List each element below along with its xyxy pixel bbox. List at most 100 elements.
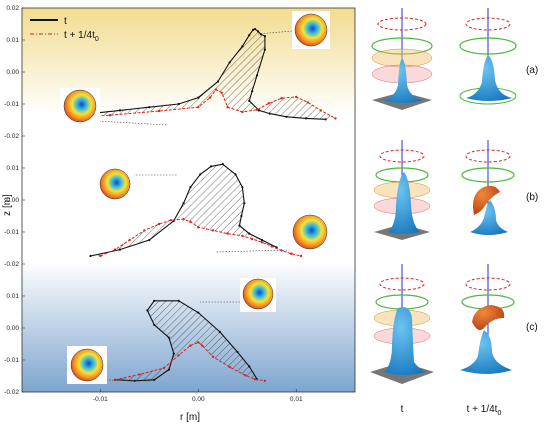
data-point-t [238,224,241,227]
data-point-t [167,336,171,339]
data-point-t-quarter [267,102,271,105]
legend-label-t-quarter-main: t + 1/4t [64,30,95,41]
data-point-t-quarter [290,252,293,255]
data-point-t [240,214,243,218]
data-point-t-quarter [138,373,141,376]
data-point-t-quarter [169,218,173,222]
data-point-t [304,117,308,120]
y-axis-label: z [m] [2,194,13,216]
data-point-t-quarter [189,220,192,223]
data-point-t [133,379,136,382]
render-tq-a-green-ring [459,37,517,55]
data-point-t-quarter [189,344,192,347]
data-point-t [241,45,244,48]
data-point-t-quarter [280,97,283,100]
render-t-c-red-ring [379,277,425,291]
inset-disc-c-bottom [70,348,104,382]
inset-disc-b-top [99,168,131,200]
data-point-t [118,248,122,251]
y-tick-label: 0.00 [6,325,19,332]
hatched-region-a [61,29,336,120]
data-point-t [285,115,288,118]
data-point-t [236,350,239,354]
data-point-t-quarter [197,106,200,109]
legend-label-t-quarter: t + 1/4t0 [64,30,99,43]
render-t-c [370,264,434,384]
data-point-t [254,28,257,31]
data-point-t [248,365,251,368]
y-tick-label: 0.01 [6,165,19,172]
x-tick-label: -0.01 [93,396,108,403]
render-t-a-red-ring [377,17,427,31]
inset-leader-c-bottom [105,379,151,382]
data-point-t [118,109,122,112]
data-point-t-quarter [319,109,322,112]
data-point-t-quarter [226,232,229,235]
x-axis-label: r [m] [180,412,200,423]
y-tick-label: -0.01 [4,357,19,364]
data-point-t-quarter [157,222,161,226]
data-point-t-quarter [228,365,231,369]
inset-disc-c-top [242,278,274,310]
render-tq-c-vortex [460,330,512,374]
data-point-t-quarter [220,91,223,95]
inset-leader-b-bottom [214,249,291,253]
data-point-t [153,299,156,302]
data-point-t [167,368,171,371]
data-point-t [89,254,92,258]
series-line-t-a [61,28,326,120]
x-tick-labels: -0.01 0.00 0.01 [93,389,303,403]
y-tick-label: -0.01 [4,101,19,108]
data-point-t [148,238,151,242]
data-point-t-quarter [295,95,298,99]
render-tq-b-orange-ribbon [473,185,500,215]
inset-disc-a-bottom [63,89,97,123]
data-point-t-quarter [260,241,264,244]
data-point-t-quarter [157,109,161,113]
data-point-t [260,238,264,242]
data-point-t [218,330,221,333]
y-tick-label: -0.02 [4,261,19,268]
y-tick-label: -0.01 [4,229,19,236]
series-line-t-quarter-b [100,218,302,257]
inset-disc-b-bottom [292,214,328,250]
render-column-t-quarter [459,8,517,374]
y-tick-labels: 0.02 0.01 0.00 -0.01 -0.02 0.01 0.00 -0.01 -0.02… [4,5,25,396]
data-point-t [148,106,151,109]
data-point-t [248,232,251,235]
data-point-t [268,112,271,115]
render-tq-b-green-ring [461,167,515,183]
data-point-t [197,96,200,99]
data-point-t [228,61,231,64]
data-point-t [248,34,251,37]
render-tq-b-vortex [470,200,508,235]
data-point-t-quarter [201,344,204,347]
data-point-t-quarter [214,88,218,91]
data-point-t-quarter [244,374,247,377]
data-point-t [197,311,200,314]
data-point-t-quarter [211,229,215,232]
y-tick-label: -0.02 [4,133,19,140]
data-point-t [252,28,255,31]
render-t-c-vortex [384,307,426,375]
data-point-t [153,378,156,381]
render-tq-c-orange-cap [472,305,505,330]
render-tq-c-red-ring [465,277,511,291]
data-point-t-quarter [197,341,200,344]
data-point-t-quarter [241,110,244,114]
render-tq-a-vortex [466,55,512,101]
data-point-t-quarter [253,378,257,381]
data-point-t [209,165,213,168]
data-point-t [251,90,254,93]
data-point-t [255,74,259,77]
data-point-t-quarter [263,379,267,382]
data-point-t-quarter [250,237,254,241]
render-tq-b [461,140,515,235]
cross-section-curves [59,28,337,382]
data-point-t-quarter [211,355,215,358]
y-tick-label: 0.00 [6,197,19,204]
data-point-t-quarter [108,114,112,117]
vorticity-insets [60,11,331,384]
data-point-t [177,102,180,106]
